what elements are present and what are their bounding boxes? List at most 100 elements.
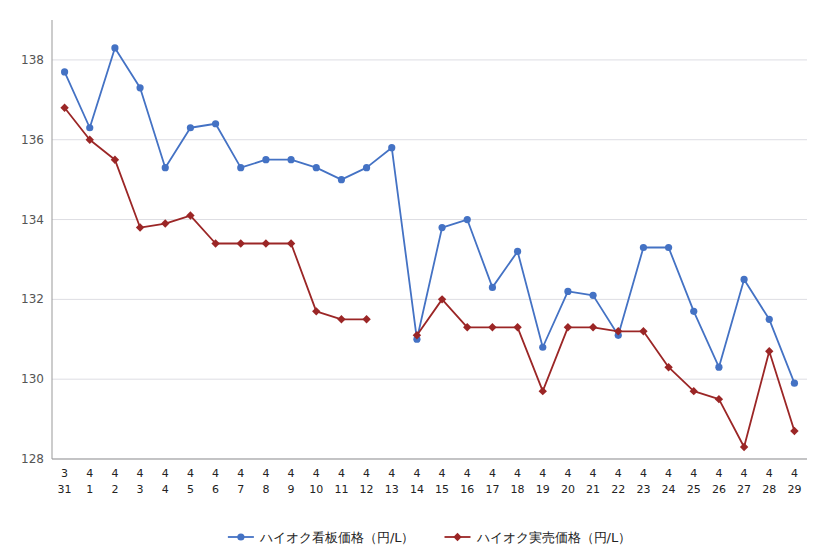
x-tick-label-day: 29 [787, 483, 801, 496]
point-marker [765, 347, 773, 355]
x-tick-label-month: 4 [741, 467, 748, 480]
grid-line [52, 139, 807, 140]
x-tick-label-day: 25 [687, 483, 701, 496]
point-marker [237, 239, 245, 247]
point-marker [111, 44, 118, 51]
point-marker [313, 164, 320, 171]
x-tick-label-day: 1 [86, 483, 93, 496]
x-tick-label-day: 8 [262, 483, 269, 496]
point-marker [287, 239, 295, 247]
x-tick-label-day: 19 [536, 483, 550, 496]
x-tick-label-day: 12 [360, 483, 374, 496]
x-tick-label-month: 4 [313, 467, 320, 480]
point-marker [690, 308, 697, 315]
point-marker [136, 84, 143, 91]
legend-marker [237, 533, 244, 540]
plot-area [60, 44, 798, 451]
point-marker [136, 223, 144, 231]
point-marker [464, 216, 471, 223]
point-marker [564, 288, 571, 295]
point-marker [187, 124, 194, 131]
x-tick-label-month: 4 [766, 467, 773, 480]
point-marker [589, 323, 597, 331]
point-marker [766, 316, 773, 323]
legend-label: ハイオク実売価格（円/L） [476, 530, 632, 545]
x-tick-label-day: 31 [58, 483, 72, 496]
x-tick-label-day: 15 [435, 483, 449, 496]
x-tick-label-month: 4 [86, 467, 93, 480]
point-marker [86, 136, 94, 144]
x-tick-label-day: 20 [561, 483, 575, 496]
x-tick-label-month: 4 [388, 467, 395, 480]
x-tick-label-month: 3 [61, 467, 68, 480]
point-marker [589, 292, 596, 299]
point-marker [262, 239, 270, 247]
point-marker [639, 327, 647, 335]
point-marker [362, 315, 370, 323]
legend-item: ハイオク実売価格（円/L） [445, 530, 632, 545]
point-marker [312, 307, 320, 315]
x-tick-label-month: 4 [590, 467, 597, 480]
x-tick-label-day: 11 [334, 483, 348, 496]
point-marker [715, 395, 723, 403]
x-tick-label-month: 4 [413, 467, 420, 480]
x-tick-label-day: 26 [712, 483, 726, 496]
x-tick-label-day: 17 [485, 483, 499, 496]
grid-line [52, 459, 807, 460]
x-tick-label-day: 6 [212, 483, 219, 496]
x-tick-label-month: 4 [262, 467, 269, 480]
y-tick-label: 136 [21, 133, 44, 147]
point-marker [489, 284, 496, 291]
point-marker [212, 120, 219, 127]
y-axis-line [52, 20, 53, 459]
point-marker [60, 104, 68, 112]
x-tick-label-month: 4 [338, 467, 345, 480]
y-tick-label: 128 [21, 452, 44, 466]
x-tick-label-month: 4 [439, 467, 446, 480]
x-tick-label-day: 16 [460, 483, 474, 496]
point-marker [438, 224, 445, 231]
point-marker [564, 323, 572, 331]
point-marker [665, 244, 672, 251]
point-marker [790, 427, 798, 435]
x-tick-label-month: 4 [690, 467, 697, 480]
x-tick-label-month: 4 [464, 467, 471, 480]
x-tick-label-day: 24 [662, 483, 676, 496]
x-tick-label-month: 4 [288, 467, 295, 480]
point-marker [186, 211, 194, 219]
point-marker [237, 164, 244, 171]
x-tick-label-day: 13 [385, 483, 399, 496]
point-marker [61, 68, 68, 75]
point-marker [690, 387, 698, 395]
x-tick-label-month: 4 [187, 467, 194, 480]
x-tick-label-day: 23 [636, 483, 650, 496]
x-tick-label-day: 2 [111, 483, 118, 496]
x-tick-label-month: 4 [162, 467, 169, 480]
point-marker [539, 387, 547, 395]
x-tick-label-month: 4 [363, 467, 370, 480]
x-tick-label-month: 4 [564, 467, 571, 480]
x-tick-label-day: 14 [410, 483, 424, 496]
x-tick-label-month: 4 [665, 467, 672, 480]
grid-line [52, 299, 807, 300]
x-tick-label-month: 4 [640, 467, 647, 480]
point-marker [463, 323, 471, 331]
x-tick-label-month: 4 [615, 467, 622, 480]
point-marker [513, 323, 521, 331]
point-marker [640, 244, 647, 251]
point-marker [337, 315, 345, 323]
grid-line [52, 379, 807, 380]
point-marker [488, 323, 496, 331]
point-marker [388, 144, 395, 151]
point-marker [514, 248, 521, 255]
y-tick-label: 138 [21, 53, 44, 67]
point-marker [262, 156, 269, 163]
x-tick-label-month: 4 [539, 467, 546, 480]
x-tick-label-day: 7 [237, 483, 244, 496]
point-marker [664, 363, 672, 371]
grid-line [52, 59, 807, 60]
x-tick-label-day: 28 [762, 483, 776, 496]
point-marker [413, 331, 421, 339]
grid [52, 60, 807, 459]
point-marker [740, 443, 748, 451]
